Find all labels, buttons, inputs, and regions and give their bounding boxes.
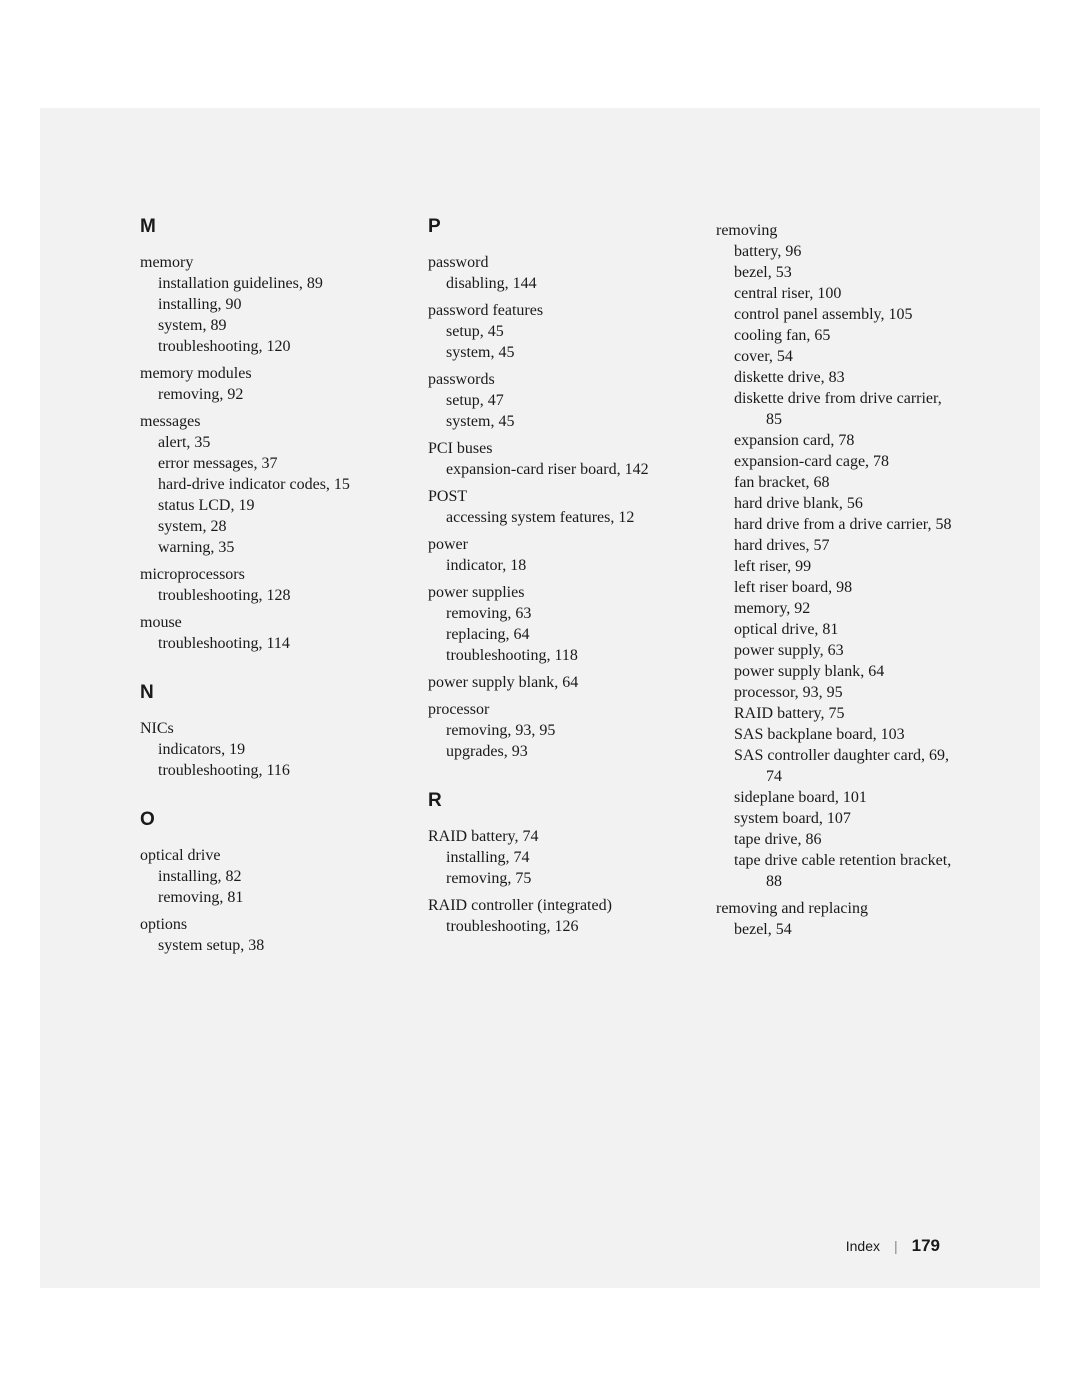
subentry: disabling, 144: [428, 273, 668, 294]
subentry: SAS backplane board, 103: [716, 724, 956, 745]
subentry: control panel assembly, 105: [716, 304, 956, 325]
entry-pci-buses: PCI buses: [428, 438, 668, 459]
index-letter-n: N: [140, 682, 380, 704]
subentry: installing, 90: [140, 294, 380, 315]
entry-memory-modules: memory modules: [140, 363, 380, 384]
entry-memory: memory: [140, 252, 380, 273]
subentry: status LCD, 19: [140, 495, 380, 516]
subentry: replacing, 64: [428, 624, 668, 645]
subentry: left riser board, 98: [716, 577, 956, 598]
subentry: accessing system features, 12: [428, 507, 668, 528]
index-letter-p: P: [428, 216, 668, 238]
subentry: error messages, 37: [140, 453, 380, 474]
subentry: installation guidelines, 89: [140, 273, 380, 294]
subentry: warning, 35: [140, 537, 380, 558]
subentry: system, 89: [140, 315, 380, 336]
subentry: system setup, 38: [140, 935, 380, 956]
subentry: removing, 81: [140, 887, 380, 908]
entry-optical-drive: optical drive: [140, 845, 380, 866]
subentry: removing, 92: [140, 384, 380, 405]
subentry: setup, 47: [428, 390, 668, 411]
subentry: battery, 96: [716, 241, 956, 262]
subentry: troubleshooting, 128: [140, 585, 380, 606]
subentry: troubleshooting, 120: [140, 336, 380, 357]
entry-power-supplies: power supplies: [428, 582, 668, 603]
entry-messages: messages: [140, 411, 380, 432]
footer-separator: |: [894, 1238, 898, 1254]
index-columns: M memory installation guidelines, 89 ins…: [140, 216, 960, 956]
subentry: system, 45: [428, 342, 668, 363]
subentry: SAS controller daughter card, 69, 74: [716, 745, 956, 787]
subentry: sideplane board, 101: [716, 787, 956, 808]
subentry: hard-drive indicator codes, 15: [140, 474, 380, 495]
entry-passwords: passwords: [428, 369, 668, 390]
subentry: RAID battery, 75: [716, 703, 956, 724]
subentry: indicators, 19: [140, 739, 380, 760]
subentry: tape drive cable retention bracket, 88: [716, 850, 956, 892]
entry-power-supply-blank: power supply blank, 64: [428, 672, 668, 693]
subentry: expansion-card riser board, 142: [428, 459, 668, 480]
subentry: hard drive from a drive carrier, 58: [716, 514, 956, 535]
index-letter-o: O: [140, 809, 380, 831]
subentry: tape drive, 86: [716, 829, 956, 850]
entry-raid-battery: RAID battery, 74: [428, 826, 668, 847]
subentry: processor, 93, 95: [716, 682, 956, 703]
entry-password-features: password features: [428, 300, 668, 321]
subentry: bezel, 54: [716, 919, 956, 940]
page-background: M memory installation guidelines, 89 ins…: [40, 108, 1040, 1288]
column-2: P password disabling, 144 password featu…: [428, 216, 668, 956]
subentry: cooling fan, 65: [716, 325, 956, 346]
subentry: system, 28: [140, 516, 380, 537]
entry-raid-controller: RAID controller (integrated): [428, 895, 668, 916]
entry-processor: processor: [428, 699, 668, 720]
subentry: central riser, 100: [716, 283, 956, 304]
subentry: cover, 54: [716, 346, 956, 367]
entry-removing: removing: [716, 220, 956, 241]
index-letter-r: R: [428, 790, 668, 812]
subentry: troubleshooting, 114: [140, 633, 380, 654]
subentry: bezel, 53: [716, 262, 956, 283]
subentry: system, 45: [428, 411, 668, 432]
footer-page-number: 179: [912, 1236, 940, 1256]
subentry: power supply blank, 64: [716, 661, 956, 682]
entry-mouse: mouse: [140, 612, 380, 633]
column-1: M memory installation guidelines, 89 ins…: [140, 216, 380, 956]
subentry: hard drives, 57: [716, 535, 956, 556]
subentry: removing, 93, 95: [428, 720, 668, 741]
subentry: removing, 63: [428, 603, 668, 624]
subentry: upgrades, 93: [428, 741, 668, 762]
subentry: fan bracket, 68: [716, 472, 956, 493]
entry-nics: NICs: [140, 718, 380, 739]
index-letter-m: M: [140, 216, 380, 238]
entry-removing-replacing: removing and replacing: [716, 898, 956, 919]
subentry: diskette drive, 83: [716, 367, 956, 388]
entry-power: power: [428, 534, 668, 555]
subentry: system board, 107: [716, 808, 956, 829]
entry-microprocessors: microprocessors: [140, 564, 380, 585]
subentry: indicator, 18: [428, 555, 668, 576]
subentry: alert, 35: [140, 432, 380, 453]
subentry: diskette drive from drive carrier, 85: [716, 388, 956, 430]
subentry: installing, 82: [140, 866, 380, 887]
subentry: memory, 92: [716, 598, 956, 619]
page-footer: Index | 179: [846, 1236, 940, 1256]
subentry: troubleshooting, 126: [428, 916, 668, 937]
subentry: left riser, 99: [716, 556, 956, 577]
subentry: expansion-card cage, 78: [716, 451, 956, 472]
subentry: optical drive, 81: [716, 619, 956, 640]
subentry: troubleshooting, 118: [428, 645, 668, 666]
subentry: power supply, 63: [716, 640, 956, 661]
entry-options: options: [140, 914, 380, 935]
column-3: removing battery, 96 bezel, 53 central r…: [716, 216, 956, 956]
entry-password: password: [428, 252, 668, 273]
subentry: installing, 74: [428, 847, 668, 868]
subentry: hard drive blank, 56: [716, 493, 956, 514]
footer-section-label: Index: [846, 1238, 880, 1254]
entry-post: POST: [428, 486, 668, 507]
subentry: troubleshooting, 116: [140, 760, 380, 781]
subentry: expansion card, 78: [716, 430, 956, 451]
subentry: setup, 45: [428, 321, 668, 342]
subentry: removing, 75: [428, 868, 668, 889]
